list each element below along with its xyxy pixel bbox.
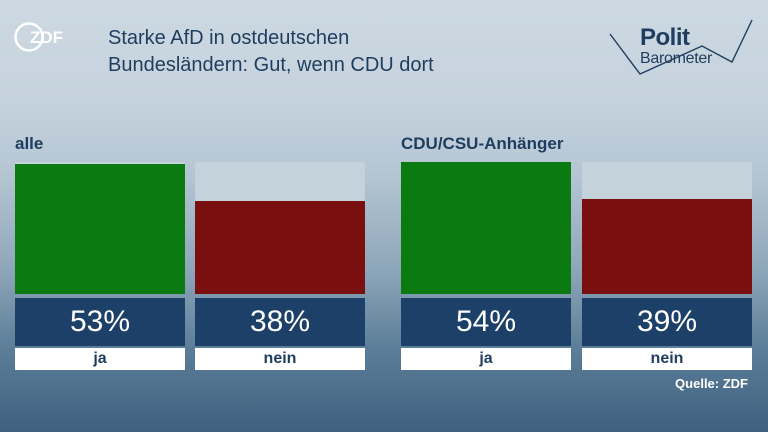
bar-slot-alle-ja: [15, 162, 185, 294]
chart-title: Starke AfD in ostdeutschen Bundesländern…: [108, 25, 588, 79]
zdf-logo-text: ZDF: [30, 28, 63, 47]
zdf-logo: ZDF: [14, 22, 80, 52]
value-label-alle-nein: 38%: [195, 298, 365, 346]
value-label-alle-ja: 53%: [15, 298, 185, 346]
bar-slot-alle-nein: [195, 162, 365, 294]
source-note: Quelle: ZDF: [675, 376, 748, 391]
category-label-alle-nein: nein: [195, 348, 365, 370]
zdf-logo-ring: [14, 22, 44, 52]
group-label-alle: alle: [15, 134, 44, 153]
bar-alle-ja: [15, 164, 185, 294]
bar-cdu-nein: [582, 198, 752, 294]
bar-cdu-ja: [401, 162, 571, 294]
politbarometer-barometer-text: Barometer: [640, 50, 712, 67]
politbarometer-zigzag-icon: [609, 19, 753, 75]
politbarometer-logo: Polit Barometer: [604, 16, 756, 80]
bar-slot-cdu-ja: [401, 162, 571, 294]
category-label-cdu-nein: nein: [582, 348, 752, 370]
chart-title-line-2: Bundesländern: Gut, wenn CDU dort: [108, 54, 434, 76]
bar-alle-nein: [195, 201, 365, 294]
category-label-cdu-ja: ja: [401, 348, 571, 370]
category-label-alle-ja: ja: [15, 348, 185, 370]
politbarometer-polit-text: Polit: [640, 24, 690, 51]
value-label-cdu-nein: 39%: [582, 298, 752, 346]
bar-slot-cdu-nein: [582, 162, 752, 294]
value-label-cdu-ja: 54%: [401, 298, 571, 346]
chart-title-line-1: Starke AfD in ostdeutschen: [108, 27, 350, 49]
group-label-cdu-csu: CDU/CSU-Anhänger: [401, 134, 564, 153]
